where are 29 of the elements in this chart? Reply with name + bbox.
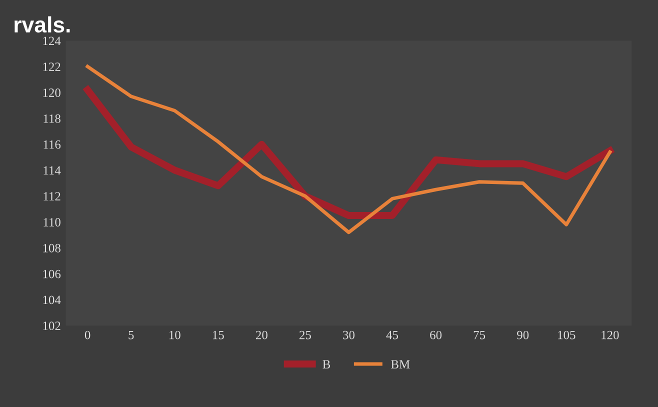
y-tick-label: 114 <box>44 166 61 175</box>
x-tick-label: 15 <box>213 330 224 340</box>
y-tick-label: 110 <box>44 218 60 226</box>
chart-title: rvals. <box>14 16 70 33</box>
y-tick-label: 104 <box>43 296 61 304</box>
legend-label: BM <box>391 360 410 368</box>
x-tick-label: 120 <box>602 330 619 340</box>
x-tick-label: 75 <box>474 330 486 340</box>
x-tick-label: 10 <box>169 330 180 340</box>
x-tick-label: 45 <box>386 330 398 340</box>
x-tick-label: 0 <box>84 330 90 340</box>
x-tick-label: 60 <box>430 330 442 340</box>
line-series <box>86 64 612 234</box>
x-tick-label: 105 <box>558 330 576 340</box>
legend-label: B <box>322 360 330 368</box>
x-tick-label: 20 <box>256 330 268 340</box>
y-tick-label: 102 <box>43 322 60 330</box>
y-tick-label: 122 <box>43 62 60 71</box>
y-tick-label: 120 <box>43 88 60 97</box>
x-tick-label: 5 <box>128 330 134 340</box>
x-tick-label: 30 <box>343 330 355 340</box>
y-tick-label: 108 <box>43 244 60 252</box>
y-tick-label: 112 <box>44 192 60 200</box>
y-tick-label: 118 <box>44 114 60 123</box>
y-tick-label: 116 <box>44 140 61 149</box>
y-tick-label: 124 <box>43 36 61 46</box>
y-tick-label: 106 <box>43 270 61 278</box>
x-tick-label: 90 <box>517 330 529 340</box>
x-tick-label: 25 <box>300 330 311 340</box>
